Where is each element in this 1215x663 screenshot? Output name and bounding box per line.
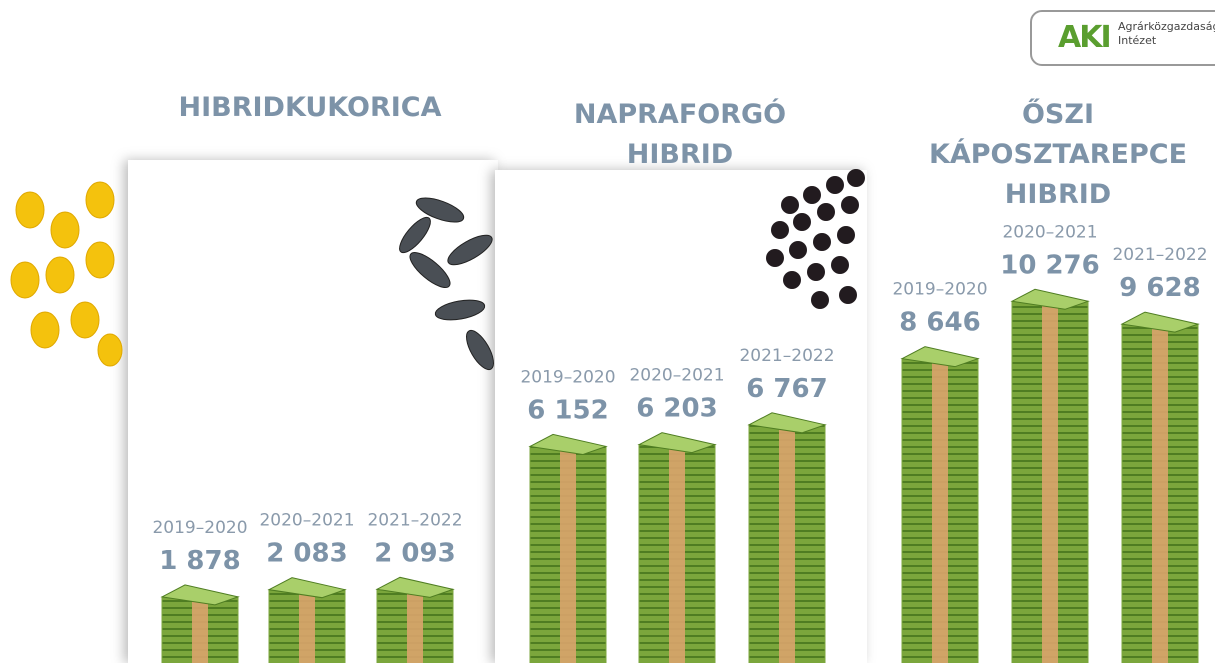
sunflower-decoration	[399, 197, 494, 371]
category-label: 2019–2020	[892, 280, 987, 300]
money-band	[779, 424, 795, 663]
money-top	[528, 433, 608, 455]
category-label: 2021–2022	[739, 346, 834, 366]
value-label: 1 878	[159, 546, 240, 576]
value-label: 6 767	[746, 374, 827, 404]
money-band	[407, 589, 423, 663]
category-label: 2020–2021	[259, 511, 354, 531]
logo-text: Intézet	[1118, 34, 1157, 47]
money-top	[160, 584, 240, 606]
category-label: 2019–2020	[520, 367, 615, 387]
money-top	[1120, 311, 1200, 333]
money-top	[375, 576, 455, 598]
money-band	[560, 446, 576, 663]
value-label: 6 152	[527, 395, 608, 425]
money-top	[267, 577, 347, 599]
money-band	[669, 444, 685, 663]
money-band	[299, 589, 315, 663]
category-label: 2020–2021	[629, 366, 724, 386]
value-label: 8 646	[899, 308, 980, 338]
category-label: 2021–2022	[1112, 245, 1207, 265]
chart-title: NAPRAFORGÓ HIBRID	[573, 99, 787, 170]
category-label: 2019–2020	[152, 518, 247, 538]
category-label: 2021–2022	[367, 510, 462, 530]
money-top	[747, 412, 827, 434]
money-top	[637, 432, 717, 454]
logo: AKI Agrárközgazdasági Intézet	[1030, 10, 1215, 66]
category-label: 2020–2021	[1002, 222, 1097, 242]
rapeseed-decoration	[766, 169, 865, 309]
money-band	[1042, 301, 1058, 663]
money-band	[932, 358, 948, 663]
logo-text: Agrárközgazdasági	[1118, 20, 1215, 33]
value-label: 6 203	[636, 394, 717, 424]
logo-mark: AKI	[1058, 20, 1112, 55]
chart-title: ŐSZI KÁPOSZTAREPCE HIBRID	[928, 99, 1188, 210]
chart-title: HIBRIDKUKORICA	[178, 92, 442, 123]
value-label: 2 093	[374, 538, 455, 568]
money-top	[1010, 288, 1090, 310]
money-band	[1152, 324, 1168, 663]
money-top	[900, 346, 980, 368]
value-label: 10 276	[1000, 250, 1100, 280]
value-label: 2 083	[266, 539, 347, 569]
corn-decoration	[10, 181, 123, 367]
value-label: 9 628	[1119, 273, 1200, 303]
money-band	[192, 596, 208, 663]
